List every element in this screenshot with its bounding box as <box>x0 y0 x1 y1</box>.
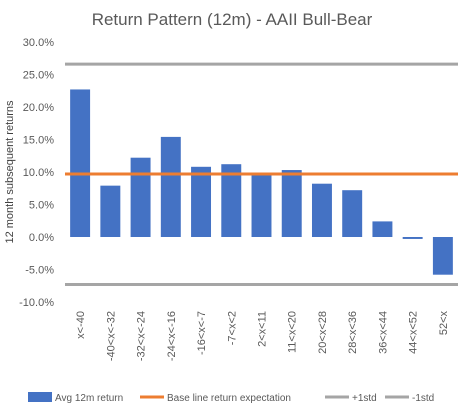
bar <box>281 170 302 237</box>
plot-area: 30.0% 25.0% 20.0% 15.0% 10.0% 5.0% 0.0% -5.0% -1… <box>19 37 458 361</box>
x-tick-label: 28<x<36 <box>347 311 359 354</box>
y-tick-label: 0.0% <box>29 232 54 244</box>
bar <box>251 175 272 237</box>
x-tick-label: -7<x<2 <box>226 311 238 345</box>
bar <box>402 237 423 239</box>
y-tick-label: 10.0% <box>23 167 54 179</box>
x-tick-label: 52<x <box>438 311 450 336</box>
bar <box>100 185 121 237</box>
bar <box>311 183 332 237</box>
bar <box>130 157 151 237</box>
bar <box>70 89 91 237</box>
y-tick-label: -5.0% <box>25 265 54 277</box>
y-tick-label: 15.0% <box>23 135 54 147</box>
bar <box>342 190 363 237</box>
x-tick-label: 2<x<11 <box>257 311 269 347</box>
bar <box>432 237 453 275</box>
legend-swatch <box>28 392 52 402</box>
x-tick-label: 11<x<20 <box>287 311 299 353</box>
chart-title: Return Pattern (12m) - AAII Bull-Bear <box>92 10 373 29</box>
y-tick-label: -10.0% <box>19 297 54 309</box>
y-tick-label: 5.0% <box>29 200 54 212</box>
x-tick-label: 20<x<28 <box>317 311 329 354</box>
x-tick-label: 44<x<52 <box>408 311 420 354</box>
bar <box>160 136 181 237</box>
y-tick-label: 20.0% <box>23 102 54 114</box>
x-tick-label: -32<x<-24 <box>136 311 148 361</box>
x-tick-label: -40<x<-32 <box>105 311 117 361</box>
legend-label: -1std <box>412 393 434 404</box>
legend-label: Base line return expectation <box>167 393 291 404</box>
x-tick-label: -16<x<-7 <box>196 311 208 355</box>
bar <box>191 166 212 237</box>
bar <box>372 221 393 237</box>
x-tick-label: -24<x<-16 <box>166 311 178 361</box>
x-tick-label: x<-40 <box>75 311 87 339</box>
x-tick-label: 36<x<44 <box>377 311 389 354</box>
bar <box>221 164 242 237</box>
legend: Avg 12m return Base line return expectati… <box>28 392 434 404</box>
y-tick-label: 30.0% <box>23 37 54 49</box>
legend-label: Avg 12m return <box>55 393 123 404</box>
legend-label: +1std <box>352 393 377 404</box>
y-tick-label: 25.0% <box>23 70 54 82</box>
y-axis-label: 12 month subsequent returns <box>4 100 16 244</box>
